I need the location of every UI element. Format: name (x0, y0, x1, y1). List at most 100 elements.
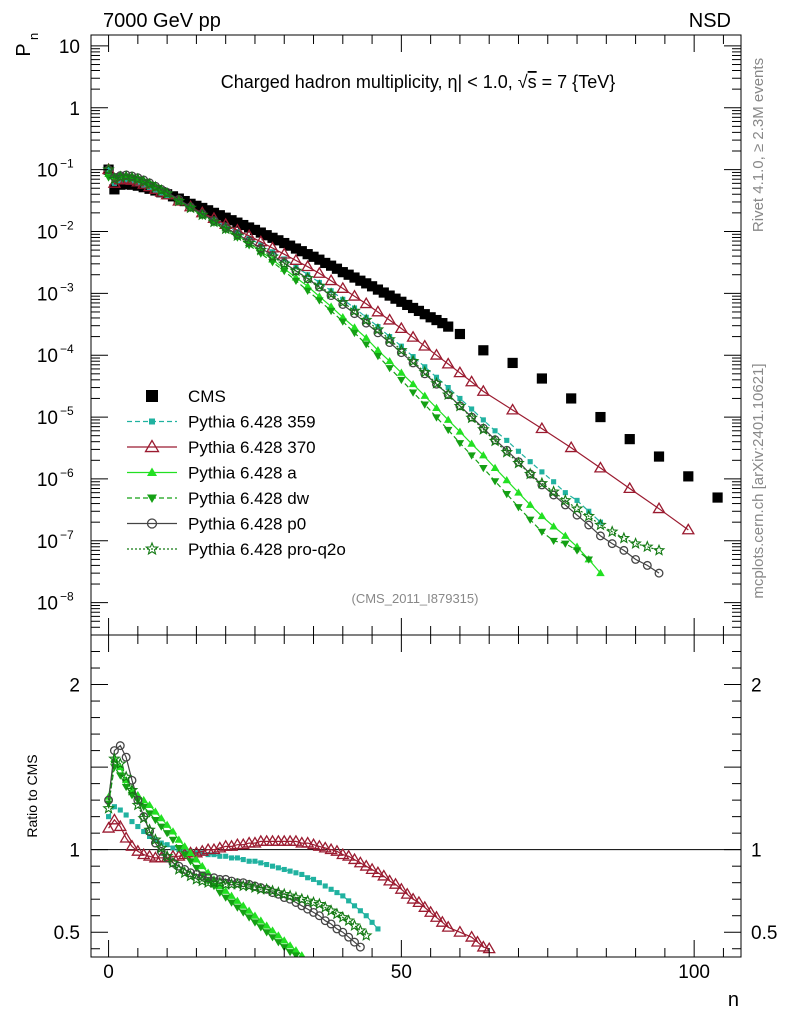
ratio-point-q2o (301, 894, 314, 907)
ratio-point-a (239, 901, 248, 909)
ratio-point-359 (106, 814, 112, 820)
ratio-point-370 (306, 837, 321, 850)
main-point-370 (464, 375, 479, 387)
main-point-CMS (290, 243, 302, 254)
main-point-a (596, 568, 605, 577)
main-point-dw (174, 198, 184, 206)
main-point-CMS (308, 251, 319, 262)
ratio-point-359 (258, 860, 264, 866)
ratio-point-359 (228, 855, 235, 861)
main-point-dw (315, 297, 324, 305)
ratio-point-359 (129, 819, 135, 825)
ratio-point-370 (341, 849, 356, 861)
main-point-p0 (654, 568, 664, 578)
main-point-a (326, 302, 336, 310)
main-point-q2o (406, 354, 420, 367)
main-point-CMS (284, 240, 296, 251)
main-point-q2o (629, 537, 642, 549)
main-plot-data (101, 162, 723, 578)
ratio-point-a (168, 827, 178, 835)
ratio-point-370 (318, 841, 332, 853)
main-point-CMS (191, 200, 202, 211)
main-point-p0 (314, 282, 324, 292)
main-point-dw (432, 414, 441, 422)
ratio-point-dw (180, 851, 189, 859)
main-point-CMS (273, 235, 284, 246)
main-point-dw (420, 401, 430, 409)
rivet-label-group: Rivet 4.1.0, ≥ 2.3M events (750, 58, 767, 232)
ratio-point-359 (217, 853, 223, 859)
ratio-point-dw (168, 836, 178, 845)
main-point-CMS (355, 275, 366, 286)
y-tick-exponent-main: −5 (60, 404, 74, 418)
main-point-q2o (143, 177, 156, 190)
ratio-point-q2o (307, 895, 320, 908)
ratio-point-370 (137, 847, 151, 860)
legend-label-p0: Pythia 6.428 p0 (188, 515, 306, 534)
ratio-point-a (162, 820, 172, 828)
main-point-CMS (402, 299, 413, 311)
main-point-a (525, 500, 535, 508)
main-point-q2o (172, 194, 186, 207)
main-point-370 (441, 357, 455, 369)
main-point-CMS (249, 224, 261, 236)
ratio-point-q2o (125, 783, 139, 796)
main-point-p0 (607, 539, 617, 549)
ratio-point-a (285, 941, 295, 949)
ratio-point-dw (268, 934, 277, 942)
ratio-point-359 (310, 876, 317, 882)
legend-label-dw: Pythia 6.428 dw (188, 489, 310, 508)
main-point-CMS (267, 232, 278, 243)
y-tick-exponent-main: −3 (60, 280, 74, 294)
ratio-point-370 (277, 834, 291, 846)
ratio-point-359 (287, 868, 293, 874)
main-point-p0 (619, 545, 629, 555)
main-point-CMS (115, 179, 126, 190)
x-axis-label: n (728, 989, 739, 1011)
main-point-CMS (296, 246, 307, 257)
ratio-point-370 (365, 862, 379, 874)
y-tick-exponent-main: −6 (60, 466, 74, 480)
ratio-point-370 (265, 834, 280, 846)
y-axis-label-main: P n (13, 33, 41, 57)
ratio-point-359 (357, 908, 363, 914)
main-point-q2o (219, 222, 232, 235)
ratio-point-p0 (355, 942, 365, 952)
main-point-q2o (195, 208, 209, 221)
ratio-point-dw (233, 904, 242, 912)
ratio-point-q2o (108, 752, 121, 765)
ratio-point-dw (162, 830, 172, 838)
title-part-sqrt: √ (518, 72, 528, 92)
ratio-point-370 (470, 935, 485, 947)
ratio-point-a (250, 911, 260, 919)
chart-title: Charged hadron multiplicity, η| < 1.0, √… (221, 72, 615, 92)
main-point-q2o (231, 229, 244, 242)
main-point-370 (418, 339, 432, 351)
legend-entry-CMS: CMS (146, 387, 226, 406)
ratio-point-dw (262, 929, 271, 937)
main-point-359 (574, 497, 580, 503)
y-tick-label-main: 10 (37, 161, 58, 182)
main-point-CMS (372, 284, 384, 295)
ratio-point-p0 (197, 871, 207, 881)
main-point-CMS (566, 393, 577, 404)
main-point-dw (303, 287, 312, 296)
main-point-CMS (349, 272, 360, 283)
ratio-point-a (268, 926, 277, 934)
title-part-eta: η (448, 72, 458, 92)
ratio-point-a (221, 886, 230, 894)
main-point-dw (490, 478, 500, 486)
ratio-point-a (298, 951, 306, 957)
x-tick-label: 50 (391, 962, 412, 983)
main-point-370 (336, 281, 350, 293)
main-point-a (479, 451, 488, 459)
main-point-q2o (254, 243, 268, 256)
ratio-point-a (227, 891, 236, 899)
main-point-CMS (314, 254, 325, 265)
main-point-a (397, 368, 406, 376)
ratio-plot-data (91, 741, 741, 957)
ratio-point-dw (121, 783, 131, 792)
main-point-dw (385, 365, 394, 373)
main-point-359 (469, 406, 475, 412)
